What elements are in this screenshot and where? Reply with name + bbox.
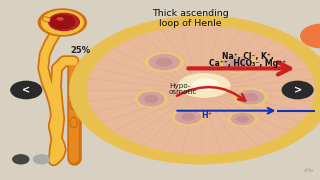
Circle shape <box>11 81 42 99</box>
Circle shape <box>282 81 313 99</box>
Text: osmotic: osmotic <box>169 89 197 95</box>
Ellipse shape <box>231 113 254 124</box>
Ellipse shape <box>237 91 264 104</box>
Circle shape <box>42 11 83 34</box>
Circle shape <box>13 155 29 164</box>
Ellipse shape <box>234 89 268 106</box>
Ellipse shape <box>223 57 252 71</box>
Text: Ca⁺⁺, HCO₃⁻, Mg⁺⁺: Ca⁺⁺, HCO₃⁻, Mg⁺⁺ <box>209 59 287 68</box>
Ellipse shape <box>176 111 201 123</box>
Ellipse shape <box>145 53 183 72</box>
Ellipse shape <box>179 74 230 97</box>
Circle shape <box>70 16 320 164</box>
Ellipse shape <box>156 58 172 66</box>
Ellipse shape <box>193 79 219 90</box>
Circle shape <box>34 155 50 164</box>
Text: H⁺: H⁺ <box>201 111 212 120</box>
Ellipse shape <box>182 114 195 120</box>
Ellipse shape <box>228 112 257 126</box>
Ellipse shape <box>70 99 77 110</box>
Circle shape <box>301 24 320 48</box>
Ellipse shape <box>71 101 76 108</box>
Ellipse shape <box>230 60 245 68</box>
Ellipse shape <box>135 91 167 108</box>
Ellipse shape <box>139 92 164 106</box>
Circle shape <box>49 13 79 31</box>
Text: Thick ascending
loop of Henle: Thick ascending loop of Henle <box>152 9 229 28</box>
Ellipse shape <box>237 116 248 122</box>
Text: 25%: 25% <box>71 46 91 55</box>
Circle shape <box>87 26 315 154</box>
Ellipse shape <box>57 18 63 20</box>
Ellipse shape <box>71 119 76 126</box>
Text: >: > <box>293 85 302 95</box>
Circle shape <box>38 9 86 36</box>
Ellipse shape <box>70 117 77 128</box>
Text: alila: alila <box>303 168 314 173</box>
Ellipse shape <box>244 94 257 101</box>
Ellipse shape <box>145 96 158 102</box>
Text: Na⁺, Cl⁻, K⁺,: Na⁺, Cl⁻, K⁺, <box>222 52 274 61</box>
Ellipse shape <box>149 55 179 69</box>
Ellipse shape <box>220 55 256 73</box>
Text: <: < <box>22 85 30 95</box>
Ellipse shape <box>172 109 204 125</box>
Text: Hypo-: Hypo- <box>169 83 190 89</box>
Circle shape <box>50 15 75 29</box>
